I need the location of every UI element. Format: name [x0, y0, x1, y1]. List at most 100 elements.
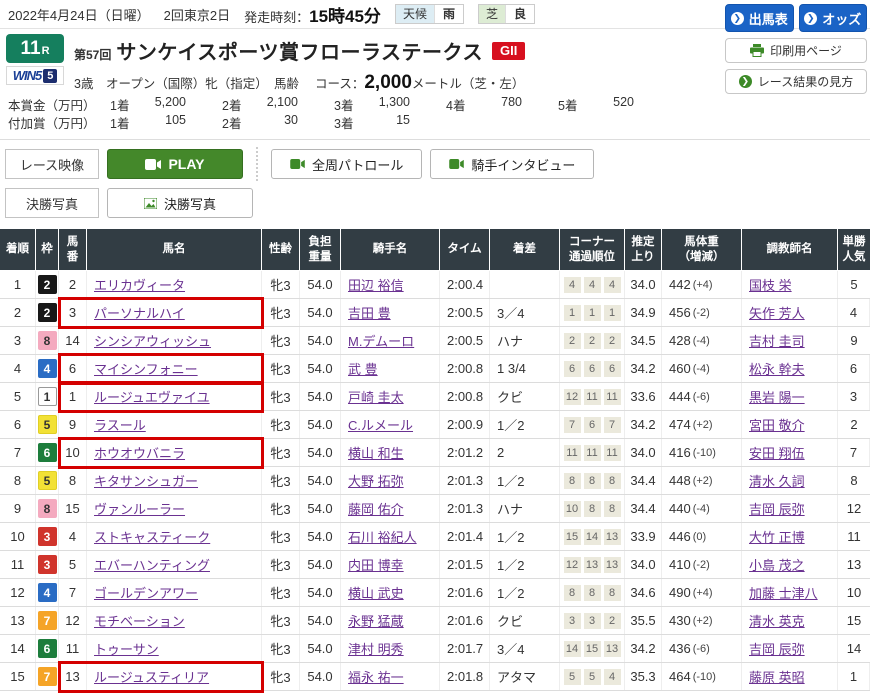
win5-logo: WIN5 [12, 68, 42, 83]
jockey-link[interactable]: 津村 明秀 [348, 642, 404, 657]
cell-horse-number: 5 [59, 551, 87, 578]
cell-frame: 2 [36, 299, 59, 326]
cell-last-3f: 34.9 [625, 299, 662, 326]
horse-name-link[interactable]: ヴァンルーラー [94, 502, 186, 517]
jockey-link[interactable]: 田辺 裕信 [348, 278, 404, 293]
printer-icon [750, 44, 765, 57]
horse-name-link[interactable]: パーソナルハイ [94, 306, 185, 321]
cell-last-3f: 34.5 [625, 327, 662, 354]
trainer-link[interactable]: 松永 幹夫 [749, 362, 805, 377]
finish-photo-button[interactable]: 決勝写真 [107, 188, 253, 218]
corner-order-numbers: 10 8 8 [561, 500, 623, 517]
corner-position: 4 [603, 276, 621, 293]
cell-margin: 3／4 [490, 635, 560, 662]
jockey-link[interactable]: 横山 和生 [348, 446, 404, 461]
patrol-video-button[interactable]: 全周パトロール [271, 149, 423, 179]
race-number-suffix: R [41, 45, 50, 57]
horse-name-link[interactable]: ルージュエヴァイユ [94, 390, 210, 405]
trainer-link[interactable]: 国枝 栄 [749, 278, 792, 293]
frame-badge: 1 [37, 387, 57, 406]
cell-frame: 6 [36, 439, 59, 466]
horse-name-link[interactable]: モチベーション [94, 614, 185, 629]
jockey-link[interactable]: 戸崎 圭太 [348, 390, 404, 405]
cell-time: 2:01.3 [440, 495, 490, 522]
corner-position: 7 [603, 416, 621, 433]
cell-finish-position: 9 [0, 495, 36, 522]
trainer-link[interactable]: 黒岩 陽一 [749, 390, 805, 405]
cell-finish-position: 15 [0, 663, 36, 690]
trainer-link[interactable]: 吉村 圭司 [749, 334, 805, 349]
horse-name-link[interactable]: エバーハンティング [94, 558, 210, 573]
jockey-link[interactable]: 石川 裕紀人 [348, 530, 417, 545]
trainer-link[interactable]: 小島 茂之 [749, 558, 805, 573]
cell-body-weight: 446 (0) [662, 523, 742, 550]
corner-position: 2 [603, 612, 621, 629]
jockey-link[interactable]: M.デムーロ [348, 334, 415, 349]
trainer-link[interactable]: 宮田 敬介 [749, 418, 805, 433]
table-row: 11 3 5 エバーハンティング 牝3 54.0 内田 博幸 2:01.5 1／2 12 13 13 3… [0, 551, 870, 579]
prize-pair: 2着 2,100 [222, 95, 334, 114]
jockey-link[interactable]: 藤岡 佑介 [348, 502, 404, 517]
horse-name-link[interactable]: トゥーサン [94, 642, 159, 657]
trainer-link[interactable]: 安田 翔伍 [749, 446, 805, 461]
horse-name-link[interactable]: ラスール [94, 418, 146, 433]
print-page-button[interactable]: 印刷用ページ [725, 38, 867, 63]
corner-position: 8 [603, 500, 621, 517]
trainer-link[interactable]: 大竹 正博 [749, 530, 805, 545]
jockey-link[interactable]: C.ルメール [348, 418, 414, 433]
corner-position: 4 [603, 668, 621, 685]
trainer-link[interactable]: 加藤 士津八 [749, 586, 818, 601]
how-to-read-button[interactable]: ❯ レース結果の見方 [725, 69, 867, 94]
entry-table-button[interactable]: ❯ 出馬表 [725, 4, 794, 32]
cell-sex-age: 牝3 [262, 635, 300, 662]
horse-name-link[interactable]: ストキャスティーク [94, 530, 211, 545]
prize-place: 3着 [334, 116, 354, 131]
odds-button[interactable]: ❯ オッズ [798, 4, 867, 32]
jockey-link[interactable]: 永野 猛蔵 [348, 614, 404, 629]
frame-badge: 5 [37, 471, 57, 490]
cell-corner-order: 15 14 13 [560, 523, 625, 550]
cell-jockey: 永野 猛蔵 [341, 607, 440, 634]
cell-jockey: 内田 博幸 [341, 551, 440, 578]
body-weight-value: 446 [669, 529, 691, 544]
cell-finish-position: 8 [0, 467, 36, 494]
finish-photo-button-label: 決勝写真 [163, 196, 216, 212]
odds-label: オッズ [822, 11, 862, 27]
horse-name-link[interactable]: ホウオウバニラ [94, 446, 186, 461]
cell-finish-position: 14 [0, 635, 36, 662]
course-detail: メートル（芝・左） [411, 77, 525, 91]
frame-badge: 3 [37, 527, 57, 546]
jockey-interview-button[interactable]: 騎手インタビュー [430, 149, 595, 179]
corner-position: 13 [603, 556, 621, 573]
jockey-link[interactable]: 武 豊 [348, 362, 378, 377]
play-video-button[interactable]: PLAY [107, 149, 243, 179]
trainer-link[interactable]: 清水 久詞 [749, 474, 805, 489]
prize-place: 1着 [110, 116, 130, 131]
table-row: 7 6 10 ホウオウバニラ 牝3 54.0 横山 和生 2:01.2 2 11 11 11 34.0 4… [0, 437, 870, 469]
horse-name-link[interactable]: キタサンシュガー [94, 474, 199, 489]
cell-jockey: 藤岡 佑介 [341, 495, 440, 522]
body-weight-diff: (+2) [692, 418, 713, 431]
divider [0, 139, 870, 140]
trainer-link[interactable]: 清水 英克 [749, 614, 805, 629]
jockey-link[interactable]: 内田 博幸 [348, 558, 404, 573]
race-edition: 第57回 [74, 48, 112, 62]
horse-name-link[interactable]: マイシンフォニー [94, 362, 198, 377]
jockey-link[interactable]: 吉田 豊 [348, 306, 391, 321]
prize-pair: 3着 1,300 [334, 95, 446, 114]
horse-name-link[interactable]: ゴールデンアワー [94, 586, 199, 601]
trainer-link[interactable]: 吉岡 辰弥 [749, 642, 805, 657]
cell-carried-weight: 54.0 [300, 663, 341, 690]
horse-name-link[interactable]: エリカヴィータ [94, 278, 186, 293]
cell-carried-weight: 54.0 [300, 299, 341, 326]
jockey-link[interactable]: 横山 武史 [348, 586, 404, 601]
trainer-link[interactable]: 吉岡 辰弥 [749, 502, 805, 517]
col-header-trainer: 調教師名 [742, 229, 838, 271]
cell-last-3f: 34.6 [625, 579, 662, 606]
jockey-link[interactable]: 大野 拓弥 [348, 474, 404, 489]
body-weight-diff: (-4) [692, 502, 710, 515]
trainer-link[interactable]: 矢作 芳人 [749, 306, 805, 321]
cell-jockey: 武 豊 [341, 355, 440, 382]
horse-name-link[interactable]: シンシアウィッシュ [94, 334, 212, 349]
